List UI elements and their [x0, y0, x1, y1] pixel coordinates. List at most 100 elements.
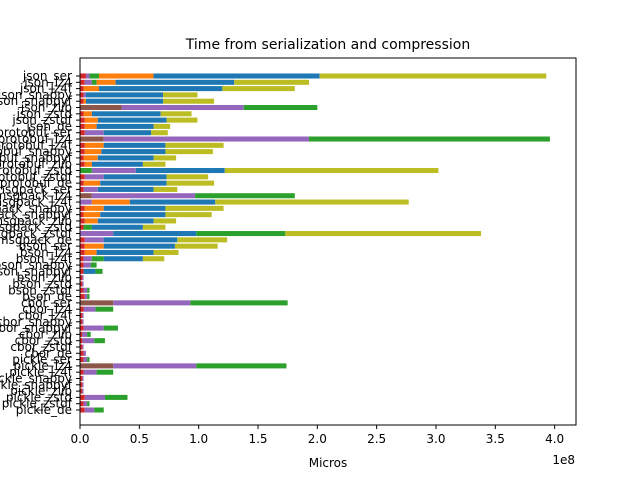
bar-segment-bson_snappy-0 — [80, 262, 84, 268]
bar-segment-pickle_zstd-2 — [104, 394, 128, 400]
y-tick-label: cbor_zstdf — [10, 340, 72, 354]
bar-segment-bson_lz4-3 — [153, 249, 179, 255]
bar-segment-bson_zstdf-1 — [83, 287, 88, 293]
bar-segment-bson_zlib-0 — [80, 275, 83, 281]
bar-segment-cbor_de-1 — [83, 350, 86, 356]
bar-segment-json_zstd-1 — [83, 111, 92, 117]
bar-segment-cbor_lz4-2 — [95, 306, 114, 312]
bar-segment-msgpack_zlib-2 — [97, 218, 154, 224]
bars-layer — [80, 73, 550, 413]
y-tick-label: bson_lz4f — [16, 252, 73, 266]
bar-segment-pickle_zstdf-2 — [87, 401, 90, 407]
bar-segment-bson_ser-3 — [174, 243, 218, 249]
bar-segment-msgpack_snappyf-1 — [83, 212, 101, 218]
y-tick-label: protobuf_ser — [0, 126, 72, 140]
bar-segment-msgpack_zlib-1 — [84, 218, 98, 224]
bar-segment-bson_lz4f-1 — [83, 256, 92, 262]
bar-segment-bson_lz4f-4 — [142, 256, 165, 262]
bar-segment-bson_ser-1 — [84, 243, 104, 249]
bar-segment-protobuf_zstd-1 — [91, 168, 136, 174]
y-tick-label: bson_de — [22, 290, 72, 304]
bar-segment-cbor_ser-1 — [113, 300, 191, 306]
bar-segment-bson_zstdf-0 — [80, 287, 84, 293]
bar-segment-protobuf_snappyf-2 — [97, 155, 154, 161]
y-tick-label: msgpack_zstd — [0, 220, 72, 234]
bar-segment-cbor_zstdf-1 — [82, 344, 84, 350]
y-tick-label: pickle_snappy — [0, 371, 72, 385]
y-tick-label: bson_snappy — [0, 258, 72, 272]
bar-segment-json_ser-1 — [85, 73, 90, 79]
bar-segment-protobuf_zstdf-2 — [103, 174, 167, 180]
bar-segment-json_lz4f-2 — [98, 86, 223, 92]
bar-segment-protobuf_snappyf-3 — [153, 155, 177, 161]
x-tick-label: 0.0 — [70, 432, 89, 446]
bar-segment-cbor_lz4-1 — [83, 306, 96, 312]
chart-title: Time from serialization and compression — [185, 37, 470, 53]
bar-segment-msgpack_ser-1 — [83, 186, 98, 192]
bar-segment-protobuf_ser-0 — [80, 130, 85, 136]
bar-segment-protobuf_lz4f-2 — [103, 142, 166, 148]
bar-segment-json_lz4-2 — [91, 79, 97, 85]
bar-segment-json_ser-2 — [89, 73, 99, 79]
y-tick-label: json_de — [25, 119, 72, 133]
bar-segment-protobuf_zstd-2 — [135, 168, 225, 174]
bar-segment-msgpack_snappy-2 — [103, 205, 166, 211]
bar-segment-json_de-0 — [80, 123, 85, 129]
bar-segment-pickle_lz4f-1 — [83, 369, 97, 375]
y-tick-label: bson_ser — [19, 239, 72, 253]
y-tick-label: msgpack_lz4 — [0, 189, 72, 203]
bar-segment-protobuf_zlib-0 — [80, 161, 85, 167]
bar-segment-json_ser-3 — [98, 73, 154, 79]
y-tick-label: protobuf_de — [0, 176, 72, 190]
bar-segment-bson_de-1 — [84, 294, 88, 300]
y-tick-label: protobuf_zstdf — [0, 170, 73, 184]
bar-segment-bson_snappyf-1 — [83, 268, 96, 274]
x-axis-label: Micros — [309, 456, 348, 470]
bar-segment-json_zlib-2 — [243, 104, 318, 111]
x-tick-label: 1.0 — [189, 432, 208, 446]
bar-segment-json_zstd-3 — [160, 111, 192, 117]
x-tick-label: 3.0 — [426, 432, 445, 446]
y-tick-label: json_zstdf — [11, 113, 72, 127]
bar-segment-json_ser-0 — [80, 73, 86, 79]
y-tick-label: bson_lz4 — [20, 245, 72, 259]
bar-segment-msgpack_snappy-1 — [84, 205, 104, 211]
bar-segment-json_snappy-3 — [163, 92, 198, 98]
bar-segment-json_de-2 — [96, 123, 154, 129]
bar-segment-protobuf_zstd-3 — [224, 168, 439, 174]
bar-segment-json_snappy-0 — [80, 92, 84, 98]
bar-segment-json_snappyf-1 — [83, 98, 86, 104]
bar-segment-msgpack_lz4-1 — [91, 193, 196, 199]
bar-segment-pickle_snappy-1 — [82, 375, 84, 382]
x-tick-label: 1.5 — [248, 432, 267, 446]
bar-segment-pickle_lz4-1 — [113, 363, 197, 369]
bar-segment-msgpack_ser-3 — [153, 186, 178, 192]
bar-segment-json_ser-5 — [319, 73, 547, 79]
bar-segment-msgpack_lz4f-2 — [129, 199, 216, 205]
x-tick-label: 3.5 — [486, 432, 505, 446]
bar-segment-json_snappyf-0 — [80, 98, 84, 104]
bar-segment-bson_de-0 — [80, 294, 85, 300]
bar-segment-pickle_zstd-0 — [80, 394, 85, 400]
bar-segment-cbor_zstd-2 — [94, 338, 105, 344]
bar-segment-msgpack_de-2 — [103, 237, 178, 243]
bar-segment-json_lz4f-0 — [80, 86, 84, 92]
bar-segment-json_snappy-1 — [83, 92, 86, 98]
bar-segment-protobuf_snappyf-1 — [83, 155, 98, 161]
y-tick-label: bson_snappyf — [0, 264, 73, 278]
bar-segment-cbor_de-0 — [80, 350, 84, 356]
x-axis-offset-label: 1e8 — [552, 453, 575, 467]
bar-segment-protobuf_ser-1 — [84, 130, 104, 136]
bar-segment-json_de-3 — [153, 123, 171, 129]
bar-segment-cbor_zlib-0 — [80, 331, 83, 337]
x-tick-label: 2.5 — [367, 432, 386, 446]
bar-segment-protobuf_zstd-0 — [80, 168, 92, 174]
bar-segment-json_snappyf-2 — [85, 98, 164, 104]
bar-segment-cbor_zstdf-0 — [80, 344, 83, 350]
bar-segment-json_ser-4 — [153, 73, 320, 79]
bar-segment-json_lz4-5 — [234, 79, 310, 85]
bar-segment-json_lz4f-3 — [222, 86, 295, 92]
bar-segment-bson_ser-2 — [103, 243, 175, 249]
y-tick-label: pickle_zstd — [6, 390, 72, 404]
y-tick-label: protobuf_lz4f — [0, 138, 73, 152]
